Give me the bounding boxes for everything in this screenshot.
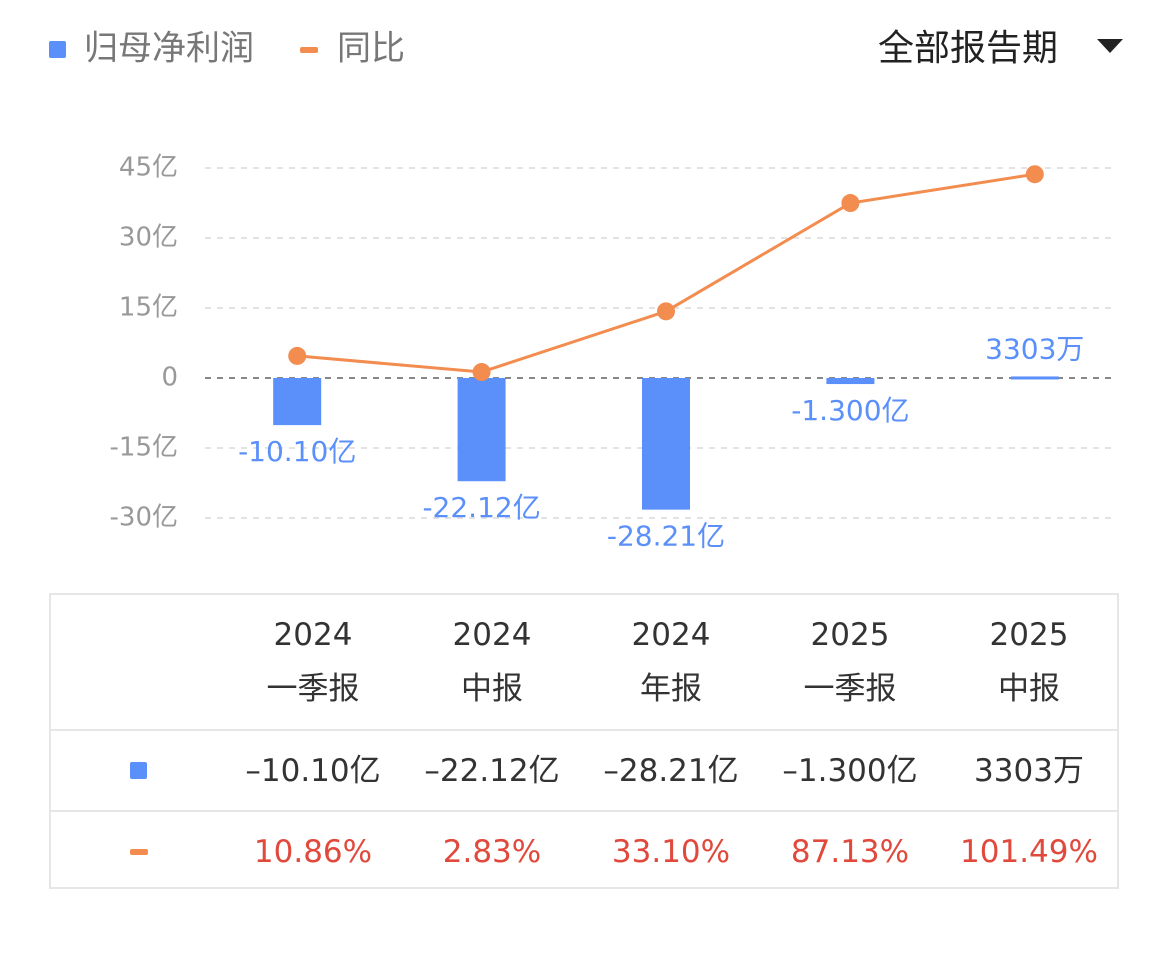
y-tick-label: 45亿	[119, 153, 178, 183]
table-row: 10.86% 2.83% 33.10% 87.13% 101.49%	[51, 810, 1117, 891]
table-cell: –10.10亿	[245, 752, 381, 789]
point	[1025, 165, 1044, 184]
data-label: -1.300亿	[791, 394, 909, 427]
data-label: -10.10亿	[238, 435, 356, 468]
table-cell: 33.10%	[611, 833, 731, 870]
table-cell: –1.300亿	[782, 752, 918, 789]
y-tick-label: -15亿	[110, 433, 178, 463]
data-label: 3303万	[985, 332, 1084, 365]
table-cell: –28.21亿	[603, 752, 739, 789]
y-tick-label: 0	[161, 363, 178, 393]
table-cell: 10.86%	[253, 833, 373, 870]
period-filter[interactable]: 全部报告期	[878, 28, 1058, 69]
bar	[1010, 376, 1059, 380]
bar	[826, 378, 875, 385]
point	[288, 346, 307, 365]
point	[657, 302, 675, 321]
legend-label: 归母净利润	[84, 29, 254, 69]
point	[472, 363, 491, 382]
data-label: -22.12亿	[422, 491, 540, 524]
bar	[642, 378, 690, 510]
y-tick-label: -30亿	[110, 503, 178, 533]
column-header: 2025 一季报	[803, 617, 897, 707]
y-tick-label: 15亿	[119, 293, 178, 323]
point	[841, 194, 860, 213]
row-icon	[51, 731, 226, 810]
column-header: 2024 一季报	[266, 617, 360, 707]
dropdown-arrow[interactable]	[1097, 39, 1123, 53]
column-header: 2025 中报	[989, 617, 1069, 707]
bar	[273, 378, 322, 426]
table-cell: 3303万	[974, 752, 1084, 789]
y-tick-label: 30亿	[119, 223, 178, 253]
table-header: 2024 一季报 2024 中报 2024 年报 2025 一季报 2025 中报	[51, 595, 1117, 729]
data-label: -28.21亿	[607, 520, 725, 553]
table-cell: 87.13%	[790, 833, 910, 870]
line	[297, 172, 1036, 374]
legend-swatch	[300, 47, 318, 53]
legend-swatch	[49, 41, 66, 58]
legend-label: 同比	[337, 29, 405, 69]
column-header: 2024 中报	[452, 617, 532, 707]
row-icon	[51, 812, 226, 891]
bar	[457, 378, 506, 482]
table-row: –10.10亿 –22.12亿 –28.21亿 –1.300亿 3303万	[51, 729, 1117, 810]
table-cell: –22.12亿	[424, 752, 560, 789]
chart: 归母净利润 同比 全部报告期 -30亿 -15亿 0 15亿 30亿 45亿 -10.10亿…	[49, 28, 1123, 553]
column-header: 2024 年报	[631, 617, 711, 707]
data-table: 2024 一季报 2024 中报 2024 年报 2025 一季报 2025 中报 –1…	[49, 593, 1119, 889]
table-cell: 101.49%	[960, 833, 1098, 870]
table-cell: 2.83%	[442, 833, 542, 870]
